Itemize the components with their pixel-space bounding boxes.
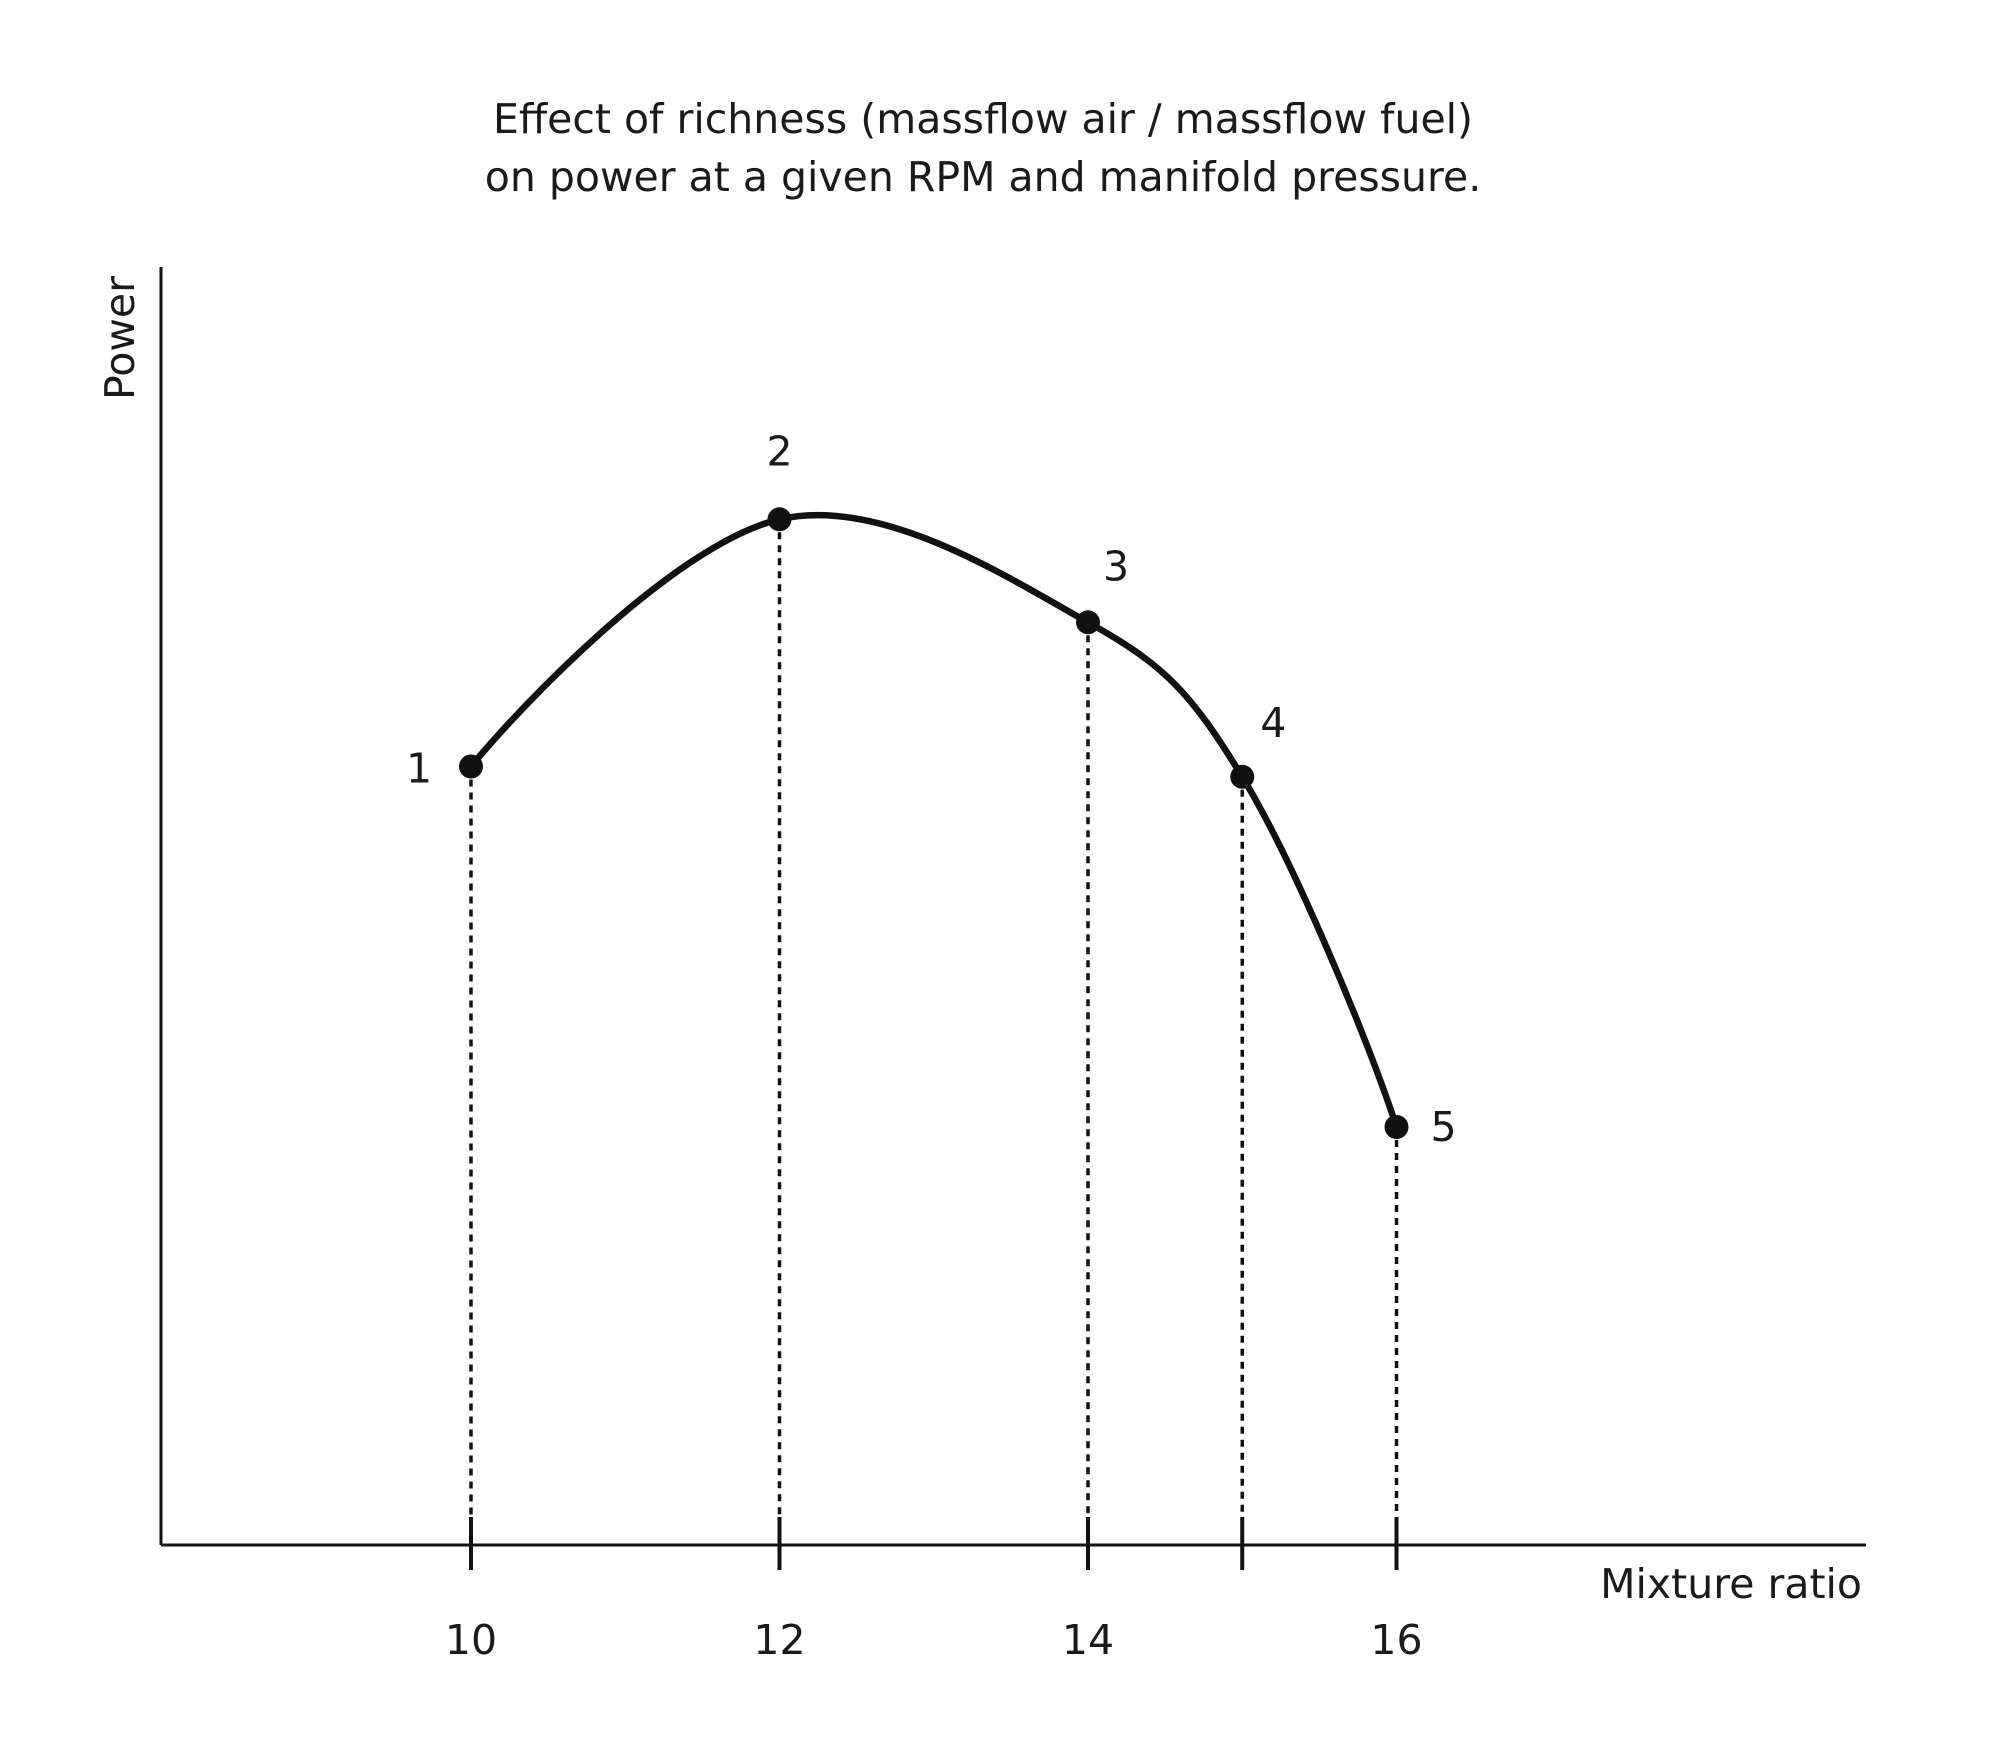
data-point-1 — [459, 754, 483, 779]
point-label-5: 5 — [1430, 1103, 1456, 1151]
power-curve — [467, 511, 1400, 1131]
point-label-2: 2 — [766, 427, 792, 475]
chart-subtitle: on power at a given RPM and manifold pre… — [485, 153, 1482, 201]
point-label-1: 1 — [406, 745, 432, 793]
data-points — [459, 507, 1409, 1139]
data-point-2 — [767, 507, 792, 532]
data-point-4 — [1230, 764, 1255, 789]
x-tick-label-10: 10 — [445, 1616, 497, 1664]
point-label-3: 3 — [1103, 542, 1129, 590]
point-label-4: 4 — [1260, 699, 1286, 747]
y-axis-label: Power — [96, 276, 144, 400]
x-axis-label: Mixture ratio — [1600, 1560, 1862, 1608]
point-labels: 1 2 3 4 5 — [406, 427, 1457, 1151]
x-ticks: 10 12 14 16 — [445, 1517, 1423, 1664]
data-point-3 — [1076, 610, 1100, 635]
x-tick-label-14: 14 — [1062, 1616, 1114, 1664]
chart-title: Effect of richness (massflow air / massf… — [493, 95, 1473, 143]
drop-lines — [469, 519, 1399, 1517]
data-point-5 — [1384, 1115, 1409, 1139]
x-tick-label-12: 12 — [753, 1616, 805, 1664]
x-tick-label-16: 16 — [1370, 1616, 1422, 1664]
